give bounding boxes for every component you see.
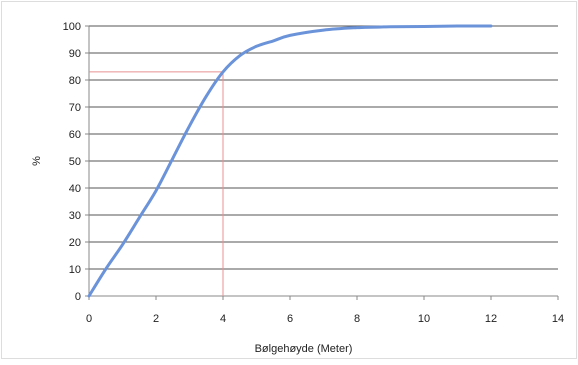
- x-axis-label: Bølgehøyde (Meter): [255, 343, 353, 355]
- x-tick-4: 4: [220, 313, 226, 325]
- y-tick-100: 100: [63, 21, 81, 33]
- series-group: [87, 24, 493, 298]
- y-tick-80: 80: [69, 75, 81, 87]
- y-tick-70: 70: [69, 102, 81, 114]
- y-tick-90: 90: [69, 48, 81, 60]
- x-tick-14: 14: [552, 313, 564, 325]
- y-tick-10: 10: [69, 264, 81, 276]
- y-tick-0: 0: [75, 291, 81, 303]
- y-axis-label: %: [31, 156, 43, 166]
- x-tick-10: 10: [418, 313, 430, 325]
- y-tick-20: 20: [69, 237, 81, 249]
- x-tick-8: 8: [354, 313, 360, 325]
- x-tick-0: 0: [86, 313, 92, 325]
- y-tick-40: 40: [69, 183, 81, 195]
- y-tick-labels: 0 10 20 30 40 50 60 70 80 90 100: [63, 21, 81, 303]
- y-tick-30: 30: [69, 210, 81, 222]
- axes: [85, 25, 559, 300]
- x-tick-12: 12: [485, 313, 497, 325]
- y-tick-50: 50: [69, 156, 81, 168]
- x-tick-labels: 0 2 4 6 8 10 12 14: [86, 313, 564, 325]
- x-tick-2: 2: [153, 313, 159, 325]
- grid-lines: [89, 25, 558, 270]
- chart-border: [1, 1, 577, 359]
- y-tick-60: 60: [69, 129, 81, 141]
- x-tick-6: 6: [287, 313, 293, 325]
- series-line-0: [87, 24, 493, 298]
- reference-lines: [89, 71, 224, 296]
